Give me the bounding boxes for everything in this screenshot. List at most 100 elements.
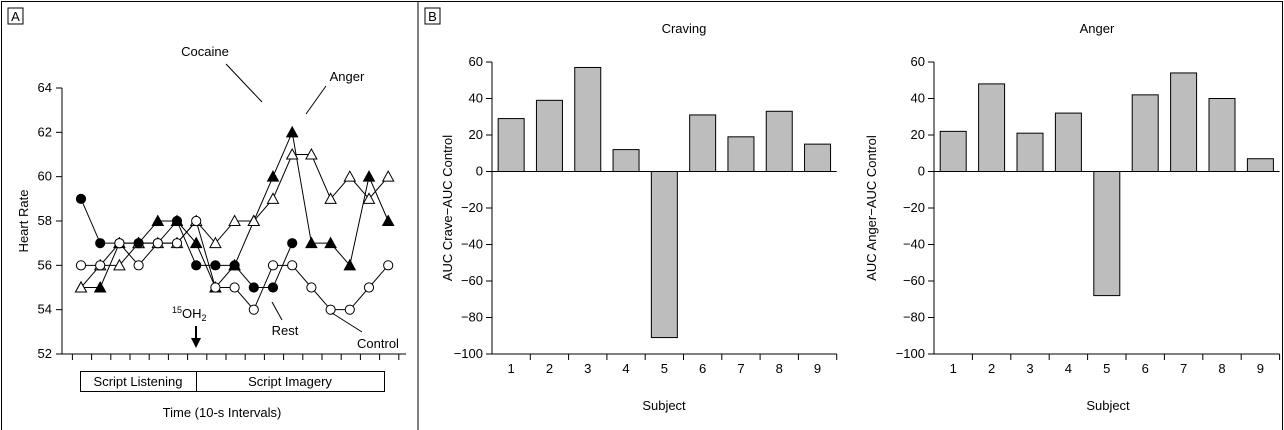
data-point-anger xyxy=(362,192,376,204)
x-tick-label: 5 xyxy=(1103,361,1110,376)
data-point-control xyxy=(210,282,221,293)
craving-title: Craving xyxy=(662,21,707,36)
bar-subject-2 xyxy=(978,83,1006,172)
data-point-control xyxy=(95,260,106,271)
data-point-control xyxy=(114,238,125,249)
x-tick-label: 3 xyxy=(584,361,591,376)
bar-subject-2 xyxy=(535,99,563,172)
data-point-control xyxy=(229,282,240,293)
y-tick-label: −60 xyxy=(903,273,925,288)
data-point-control xyxy=(306,282,317,293)
y-tick-label: 54 xyxy=(38,302,52,317)
data-point-control xyxy=(248,304,259,315)
y-tick-label: 0 xyxy=(918,164,925,179)
callout-anger: Anger xyxy=(330,69,365,84)
data-point-cocaine xyxy=(343,258,357,271)
callout-cocaine-leader xyxy=(225,63,263,103)
data-point-cocaine xyxy=(189,236,203,249)
bar-subject-6 xyxy=(689,114,717,173)
data-point-control xyxy=(325,304,336,315)
data-point-rest xyxy=(210,260,221,271)
phase-imagery-box xyxy=(196,371,385,392)
x-tick-label: 3 xyxy=(1026,361,1033,376)
bar-subject-4 xyxy=(1054,112,1082,172)
data-point-rest xyxy=(75,193,87,204)
bar-subject-9 xyxy=(804,143,832,172)
data-point-anger xyxy=(266,192,280,204)
x-tick-label: 7 xyxy=(1180,361,1187,376)
data-point-rest xyxy=(229,260,240,271)
y-tick-label: 60 xyxy=(469,54,483,69)
bar-subject-3 xyxy=(1016,132,1044,173)
heart-rate-x-ticks xyxy=(71,354,400,360)
x-tick-label: 9 xyxy=(814,361,821,376)
data-point-cocaine xyxy=(381,214,395,226)
panel-b-letter-box xyxy=(424,7,441,25)
anger-axes xyxy=(933,62,1280,355)
x-tick-label: 6 xyxy=(1142,361,1149,376)
y-tick-label: −20 xyxy=(461,200,483,215)
callout-cocaine: Cocaine xyxy=(181,44,229,59)
data-point-cocaine xyxy=(324,236,337,249)
x-tick-label: 2 xyxy=(546,361,553,376)
data-point-control xyxy=(75,260,87,271)
bar-subject-8 xyxy=(765,110,793,172)
heart-rate-y-label: Heart Rate xyxy=(16,190,31,253)
anger-title: Anger xyxy=(1080,21,1115,36)
callout-rest: Rest xyxy=(272,323,299,338)
heart-rate-y-ticks: 52 54 56 58 60 62 64 xyxy=(38,80,62,361)
data-point-rest xyxy=(248,282,259,293)
x-tick-label: 4 xyxy=(622,361,629,376)
craving-x-label: Subject xyxy=(642,398,686,413)
isotope-formula: OH xyxy=(182,306,202,321)
craving-ticks: 60 40 20 0 −20 −40 −60 −80 −100 1 2 3 4 5 6 7 8 9 xyxy=(454,54,838,376)
x-tick-label: 7 xyxy=(737,361,744,376)
bar-subject-4 xyxy=(612,149,640,173)
y-tick-label: 40 xyxy=(911,91,925,106)
bar-subject-1 xyxy=(497,118,525,172)
data-point-cocaine xyxy=(266,170,280,182)
bar-subject-3 xyxy=(574,66,602,172)
data-point-cocaine xyxy=(362,170,376,182)
x-tick-label: 8 xyxy=(1218,361,1225,376)
bar-subject-7 xyxy=(727,136,755,172)
data-point-anger xyxy=(381,170,395,182)
data-point-control xyxy=(133,260,144,271)
data-point-anger xyxy=(228,214,241,226)
callout-anger-leader xyxy=(305,85,327,115)
data-point-control xyxy=(363,282,375,293)
y-tick-label: −80 xyxy=(903,310,925,325)
data-point-anger xyxy=(343,170,357,182)
y-tick-label: 60 xyxy=(38,169,52,184)
data-point-anger xyxy=(113,258,126,271)
x-tick-label: 4 xyxy=(1065,361,1072,376)
anger-x-label: Subject xyxy=(1086,398,1130,413)
panel-b-letter: B xyxy=(428,9,437,24)
y-tick-label: −100 xyxy=(896,346,925,361)
anger-chart: Anger AUC Anger−AUC Control Subject 6040… xyxy=(864,21,1281,413)
y-tick-label: −20 xyxy=(903,200,925,215)
y-tick-label: −60 xyxy=(461,273,483,288)
x-tick-label: 1 xyxy=(508,361,515,376)
data-point-anger xyxy=(247,214,261,226)
craving-bars xyxy=(497,66,832,339)
data-point-control xyxy=(171,238,183,249)
data-point-control xyxy=(344,304,355,315)
data-point-rest xyxy=(267,282,279,293)
data-point-anger xyxy=(209,236,222,249)
x-tick-label: 8 xyxy=(776,361,783,376)
data-point-control xyxy=(383,260,394,271)
callout-rest-leader xyxy=(271,301,283,321)
y-tick-label: 62 xyxy=(38,124,52,139)
data-point-rest xyxy=(287,238,298,249)
panel-a-letter-box xyxy=(7,7,24,25)
x-tick-label: 1 xyxy=(950,361,957,376)
anger-bars xyxy=(939,72,1274,297)
x-tick-label: 6 xyxy=(699,361,706,376)
y-tick-label: −80 xyxy=(461,310,483,325)
data-point-rest xyxy=(191,260,202,271)
craving-chart: Craving AUC Crave−AUC Control Subject 60… xyxy=(440,21,838,413)
bar-subject-9 xyxy=(1246,158,1274,173)
injection-arrow-head xyxy=(191,338,201,348)
